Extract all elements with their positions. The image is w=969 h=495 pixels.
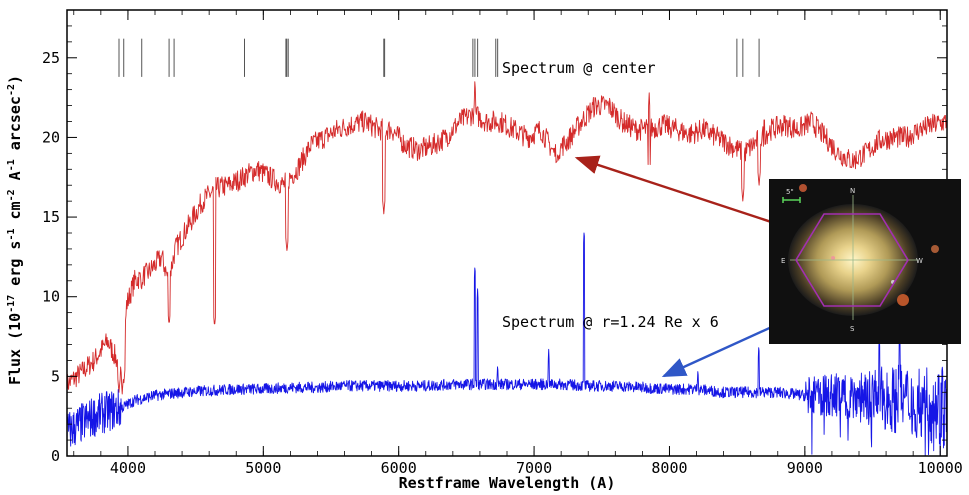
y-label-exp-1: -17 bbox=[6, 295, 17, 313]
svg-text:E: E bbox=[781, 257, 785, 265]
y-tick-label: 20 bbox=[42, 128, 60, 146]
y-label-exp-4: -1 bbox=[6, 159, 17, 171]
series-line-outer bbox=[66, 232, 948, 457]
annotation-outer: Spectrum @ r=1.24 Re x 6 bbox=[502, 313, 719, 331]
y-axis-label: Flux (10-17 erg s-1 cm-2 A-1 arcsec-2) bbox=[6, 75, 24, 385]
x-tick-label: 6000 bbox=[381, 459, 417, 477]
y-label-exp-3: -2 bbox=[6, 189, 17, 201]
y-tick-label: 10 bbox=[42, 288, 60, 306]
y-tick-label: 0 bbox=[51, 447, 60, 465]
series-line-center bbox=[66, 81, 948, 396]
x-tick-label: 4000 bbox=[110, 459, 146, 477]
x-tick-label: 7000 bbox=[516, 459, 552, 477]
galaxy-inset-image: 5" N S E W bbox=[769, 179, 961, 344]
y-label-part-5: arcsec bbox=[6, 96, 24, 159]
tick-group: 4000 5000 6000 7000 8000 9000 10000 0 5 10 15 20 25 bbox=[42, 10, 963, 477]
x-axis-label: Restframe Wavelength (A) bbox=[399, 474, 616, 492]
series-group bbox=[66, 81, 948, 457]
y-label-part-1: Flux (10 bbox=[6, 313, 24, 385]
y-label-part-2: erg s bbox=[6, 241, 24, 295]
y-tick-label: 15 bbox=[42, 208, 60, 226]
y-label-part-4: A bbox=[6, 171, 24, 189]
y-tick-label: 25 bbox=[42, 49, 60, 67]
x-tick-label: 9000 bbox=[787, 459, 823, 477]
y-label-exp-2: -1 bbox=[6, 229, 17, 241]
x-tick-label: 10000 bbox=[918, 459, 963, 477]
y-label-exp-5: -2 bbox=[6, 84, 17, 96]
y-tick-label: 5 bbox=[51, 367, 60, 385]
y-label-part-6: ) bbox=[6, 75, 24, 84]
line-marker-group bbox=[118, 38, 760, 77]
svg-text:S: S bbox=[850, 325, 855, 333]
y-label-part-3: cm bbox=[6, 201, 24, 228]
x-tick-label: 5000 bbox=[245, 459, 281, 477]
x-tick-label: 8000 bbox=[651, 459, 687, 477]
svg-text:N: N bbox=[850, 187, 855, 195]
annotation-center: Spectrum @ center bbox=[502, 59, 656, 77]
svg-text:5": 5" bbox=[786, 188, 794, 196]
svg-text:W: W bbox=[916, 257, 923, 265]
